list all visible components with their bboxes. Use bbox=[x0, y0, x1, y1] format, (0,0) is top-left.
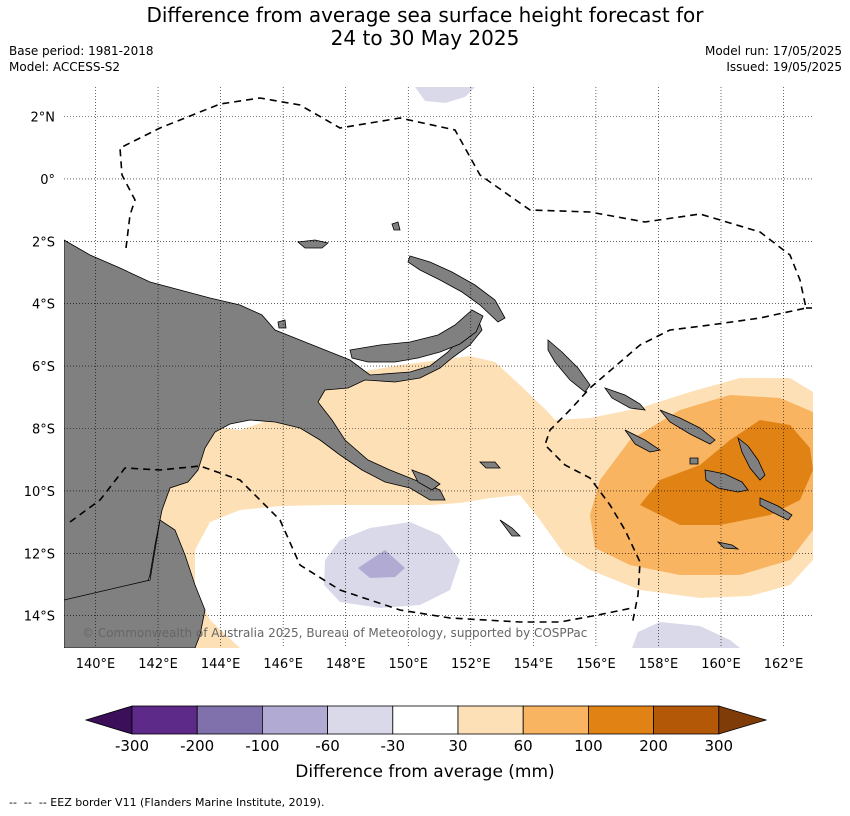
colorbar-tick-label: -60 bbox=[315, 737, 340, 755]
lon-tick-label: 156°E bbox=[576, 657, 616, 672]
eez-legend: -- -- -- EEZ border V11 (Flanders Marine… bbox=[9, 796, 325, 809]
misc-islet-2 bbox=[277, 319, 287, 329]
map-area: © Commonwealth of Australia 2025, Bureau… bbox=[64, 87, 813, 648]
lon-tick-label: 152°E bbox=[451, 657, 491, 672]
lon-tick-label: 142°E bbox=[138, 657, 178, 672]
colorbar-ticks: -300 -200 -100 -60 -30 30 60 100 200 300 bbox=[115, 737, 733, 755]
lat-tick-label: 6°S bbox=[32, 360, 55, 375]
land-masses bbox=[64, 221, 793, 648]
colorbar-extend-min bbox=[84, 705, 133, 735]
malaita-land bbox=[737, 436, 766, 481]
makira-land bbox=[759, 497, 793, 521]
title-line-1: Difference from average sea surface heig… bbox=[146, 3, 704, 27]
colorbar bbox=[84, 705, 768, 735]
colorbar-segment bbox=[653, 705, 720, 735]
lat-tick-label: 14°S bbox=[24, 610, 55, 625]
model-name: Model: ACCESS-S2 bbox=[9, 60, 121, 74]
lat-tick-label: 2°S bbox=[32, 235, 55, 250]
lon-tick-label: 154°E bbox=[514, 657, 554, 672]
lon-tick-label: 140°E bbox=[76, 657, 116, 672]
colorbar-segment bbox=[522, 705, 589, 735]
colorbar-segment bbox=[261, 705, 328, 735]
issued-date: Issued: 19/05/2025 bbox=[726, 60, 842, 74]
contour-neg-60-100 bbox=[358, 550, 405, 578]
lon-tick-label: 158°E bbox=[639, 657, 679, 672]
eez-border-png bbox=[119, 97, 807, 626]
colorbar-extend-max bbox=[718, 705, 768, 735]
meta-left: Base period: 1981-2018 Model: ACCESS-S2 bbox=[9, 43, 154, 75]
contour-neg-30-60-c bbox=[632, 622, 740, 648]
colorbar-tick-label: -300 bbox=[115, 737, 149, 755]
misc-islet-3 bbox=[499, 519, 521, 537]
lon-tick-label: 162°E bbox=[764, 657, 804, 672]
colorbar-tick-label: 200 bbox=[639, 737, 668, 755]
rennell-land bbox=[716, 541, 740, 550]
lat-tick-label: 8°S bbox=[32, 423, 55, 438]
latitude-labels: 2°N 0° 2°S 4°S 6°S 8°S 10°S 12°S 14°S bbox=[24, 111, 55, 625]
eez-border-aus bbox=[69, 465, 633, 623]
colorbar-tick-label: -200 bbox=[180, 737, 214, 755]
colorbar-tick-label: 100 bbox=[574, 737, 603, 755]
misc-islet-4 bbox=[689, 457, 699, 465]
misc-islet-1 bbox=[391, 221, 401, 231]
model-run: Model run: 17/05/2025 bbox=[704, 44, 842, 58]
lon-tick-label: 160°E bbox=[701, 657, 741, 672]
new-britain-land bbox=[349, 309, 484, 363]
fergusson-land bbox=[411, 469, 441, 491]
colorbar-segment bbox=[327, 705, 394, 735]
colorbar-segment bbox=[392, 705, 459, 735]
new-georgia-land bbox=[624, 429, 662, 453]
title-line-2: 24 to 30 May 2025 bbox=[330, 26, 520, 50]
lon-tick-label: 148°E bbox=[326, 657, 366, 672]
lat-tick-label: 12°S bbox=[24, 547, 55, 562]
lat-tick-label: 2°N bbox=[31, 111, 56, 126]
colorbar-tick-label: 300 bbox=[704, 737, 733, 755]
new-ireland-land bbox=[407, 255, 506, 323]
colorbar-segment bbox=[131, 705, 198, 735]
longitude-labels: 140°E 142°E 144°E 146°E 148°E 150°E 152°E 154°E… bbox=[76, 657, 804, 672]
contour-30-60-west bbox=[64, 356, 813, 648]
colorbar-tick-label: -100 bbox=[245, 737, 279, 755]
new-guinea-land bbox=[64, 239, 483, 648]
colorbar-segment bbox=[196, 705, 263, 735]
copyright-text: © Commonwealth of Australia 2025, Bureau… bbox=[82, 626, 587, 640]
choiseul-land bbox=[603, 387, 646, 411]
contour-100-200 bbox=[640, 420, 813, 525]
colorbar-tick-label: 60 bbox=[514, 737, 533, 755]
lat-tick-label: 4°S bbox=[32, 298, 55, 313]
lat-tick-label: 10°S bbox=[24, 485, 55, 500]
colorbar-segment bbox=[457, 705, 524, 735]
colorbar-tick-label: -30 bbox=[381, 737, 406, 755]
colorbar-tick-label: 30 bbox=[448, 737, 467, 755]
base-period: Base period: 1981-2018 bbox=[9, 44, 154, 58]
tagula-land bbox=[479, 461, 501, 469]
lon-tick-label: 150°E bbox=[388, 657, 428, 672]
eez-borders bbox=[69, 97, 812, 626]
lon-tick-label: 144°E bbox=[201, 657, 241, 672]
lat-tick-label: 0° bbox=[40, 173, 55, 188]
colorbar-label: Difference from average (mm) bbox=[295, 762, 555, 782]
contour-neg-30-60-b bbox=[415, 87, 475, 103]
colorbar-segment bbox=[588, 705, 655, 735]
manus-land bbox=[297, 239, 329, 249]
lon-tick-label: 146°E bbox=[263, 657, 303, 672]
meta-right: Model run: 17/05/2025 Issued: 19/05/2025 bbox=[705, 43, 842, 75]
contour-layers bbox=[64, 87, 813, 648]
santa-isabel-land bbox=[659, 409, 716, 445]
gridlines bbox=[64, 87, 813, 648]
page-title: Difference from average sea surface heig… bbox=[0, 4, 850, 50]
